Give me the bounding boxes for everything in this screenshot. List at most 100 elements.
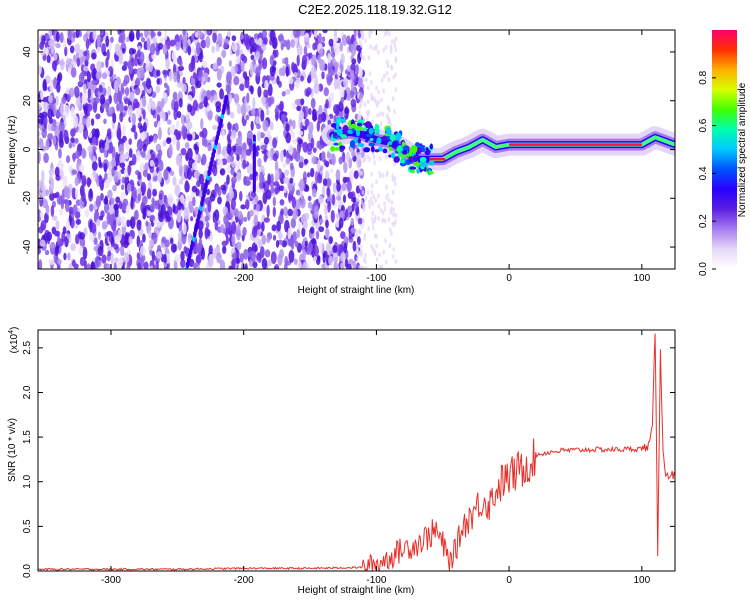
- noise-blob: [251, 199, 256, 206]
- noise-blob: [148, 230, 152, 239]
- noise-blob: [251, 226, 258, 238]
- noise-blob: [79, 123, 85, 132]
- noise-blob: [162, 43, 168, 55]
- noise-blob: [366, 117, 369, 123]
- noise-blob: [187, 94, 193, 101]
- noise-blob: [122, 124, 126, 137]
- noise-blob: [331, 51, 336, 58]
- noise-blob: [231, 258, 236, 269]
- noise-blob: [130, 196, 134, 210]
- noise-blob: [228, 265, 233, 269]
- noise-blob: [94, 96, 101, 104]
- noise-blob: [217, 142, 222, 155]
- noise-blob: [86, 263, 91, 269]
- signal-blob: [356, 122, 363, 127]
- noise-blob: [133, 60, 139, 67]
- noise-blob: [355, 33, 359, 39]
- noise-blob: [187, 232, 192, 246]
- noise-blob: [356, 236, 361, 245]
- noise-blob: [255, 51, 260, 60]
- noise-blob: [180, 114, 186, 125]
- noise-blob: [272, 153, 278, 162]
- noise-blob: [220, 184, 227, 191]
- noise-blob: [38, 118, 44, 124]
- noise-blob: [191, 131, 196, 140]
- noise-blob: [331, 193, 336, 206]
- noise-blob: [375, 243, 378, 249]
- noise-blob: [130, 216, 136, 230]
- noise-blob: [177, 201, 182, 211]
- signal-blob: [336, 128, 343, 136]
- noise-blob: [128, 148, 133, 158]
- noise-blob: [38, 226, 44, 234]
- noise-blob: [90, 261, 96, 269]
- signal-blob: [374, 123, 378, 131]
- noise-blob: [252, 261, 258, 269]
- noise-blob: [356, 256, 359, 262]
- noise-blob: [70, 106, 75, 119]
- noise-blob: [307, 241, 313, 253]
- noise-blob: [249, 36, 255, 48]
- noise-blob: [179, 194, 185, 204]
- noise-blob: [255, 115, 260, 124]
- noise-blob: [130, 72, 134, 82]
- noise-blob: [119, 256, 123, 268]
- noise-blob: [93, 237, 98, 245]
- noise-blob: [313, 205, 319, 219]
- noise-blob: [256, 130, 261, 142]
- noise-blob: [38, 130, 41, 137]
- noise-blob: [360, 170, 364, 176]
- noise-blob: [146, 188, 152, 200]
- noise-blob: [156, 78, 160, 85]
- noise-blob: [249, 209, 254, 217]
- noise-blob: [207, 144, 212, 151]
- signal-blob: [399, 160, 405, 164]
- noise-blob: [372, 225, 375, 231]
- noise-blob: [251, 108, 256, 117]
- noise-blob: [139, 162, 145, 174]
- noise-blob: [285, 132, 291, 144]
- noise-blob: [378, 156, 382, 162]
- noise-blob: [361, 189, 365, 195]
- noise-blob: [129, 91, 135, 102]
- noise-blob: [371, 220, 375, 226]
- noise-blob: [72, 115, 79, 128]
- noise-blob: [196, 41, 201, 55]
- noise-blob: [157, 244, 162, 252]
- noise-blob: [192, 72, 197, 79]
- noise-blob: [81, 175, 87, 188]
- noise-blob: [391, 96, 395, 102]
- noise-blob: [380, 78, 384, 84]
- noise-blob: [41, 127, 47, 139]
- noise-blob: [342, 176, 348, 184]
- noise-blob: [195, 242, 202, 254]
- noise-blob: [135, 101, 140, 109]
- noise-blob: [263, 89, 269, 98]
- noise-blob: [382, 249, 385, 255]
- noise-blob: [269, 54, 274, 66]
- y-tick-label: -40: [22, 239, 33, 254]
- noise-blob: [101, 220, 108, 230]
- noise-blob: [342, 77, 349, 88]
- noise-blob: [91, 52, 97, 60]
- noise-blob: [128, 30, 135, 42]
- noise-blob: [279, 199, 285, 206]
- noise-blob: [226, 31, 232, 38]
- noise-blob: [116, 103, 120, 112]
- noise-blob: [379, 208, 383, 214]
- noise-blob: [251, 242, 258, 253]
- snr-y-ticks: 0.0 0.5 1.0 1.5 2.0 2.5: [22, 340, 675, 578]
- noise-blob: [272, 196, 276, 207]
- noise-blob: [141, 37, 146, 43]
- noise-blob: [140, 150, 146, 158]
- noise-blob: [255, 145, 261, 151]
- noise-blob: [181, 83, 187, 93]
- noise-blob: [110, 131, 115, 138]
- noise-blob: [192, 99, 198, 111]
- noise-blob: [290, 131, 295, 139]
- noise-blob: [360, 34, 364, 40]
- noise-blob: [168, 144, 173, 157]
- noise-blob: [231, 252, 238, 260]
- noise-blob: [289, 177, 294, 184]
- noise-blob: [259, 171, 264, 184]
